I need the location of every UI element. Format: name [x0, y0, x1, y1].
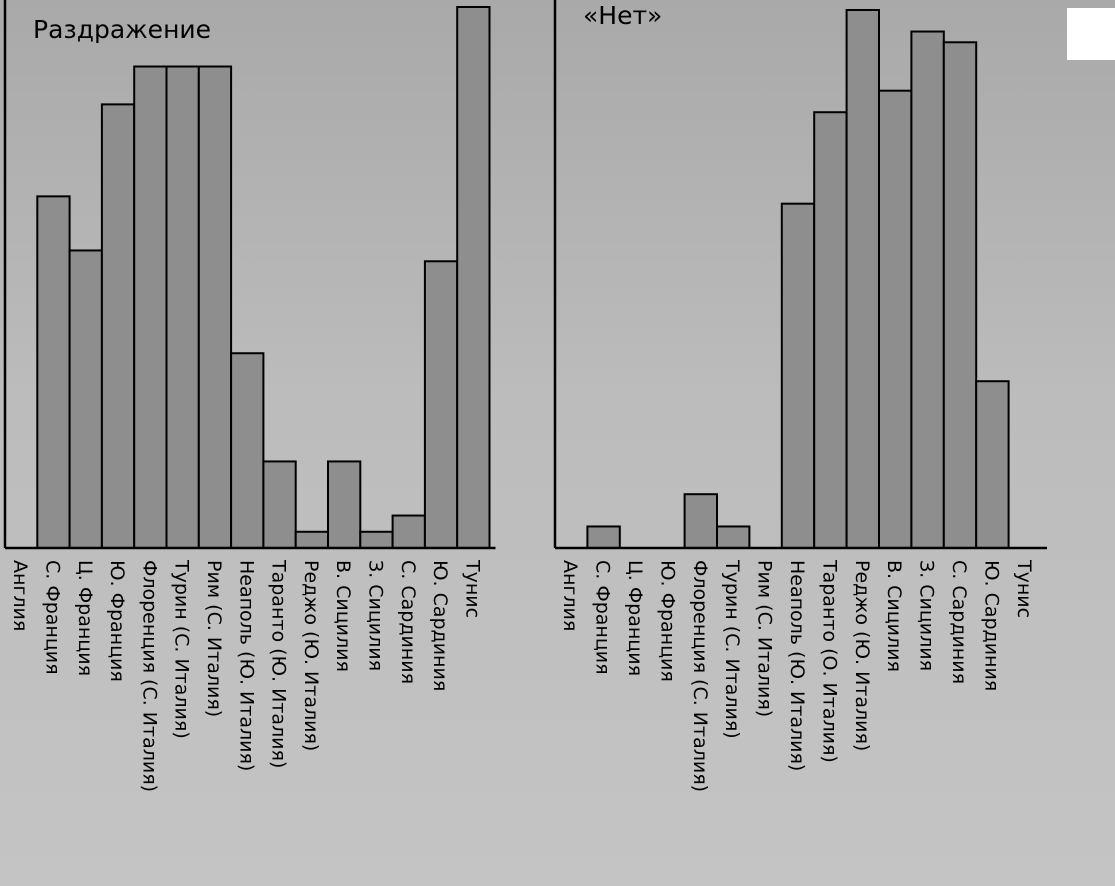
bar-11 — [359, 530, 394, 550]
chart-title: «Нет» — [583, 1, 662, 30]
tick-label-2: Ц. Франция — [74, 560, 96, 676]
tick-label-11: З. Сицилия — [916, 560, 938, 671]
tick-label-13: Ю. Сардиния — [980, 560, 1002, 691]
bar-3 — [100, 103, 136, 549]
tick-label-4: Флоренция (С. Италия) — [689, 560, 711, 792]
tick-label-7: Неаполь (Ю. Италия) — [235, 560, 257, 771]
bar-9 — [294, 530, 330, 550]
tick-label-11: З. Сицилия — [364, 560, 386, 671]
tick-labels-group: Англия С. Франция Ц. Франция Ю. Франция Флор… — [559, 559, 1035, 792]
tick-label-7: Неаполь (Ю. Италия) — [786, 560, 808, 771]
bar-9 — [845, 9, 880, 549]
tick-label-6: Рим (С. Италия) — [754, 560, 776, 717]
bar-7 — [780, 202, 816, 549]
bar-4 — [133, 65, 168, 549]
chart-irritation: Раздражение Англия С. Франция Ц. Франция Ю.… — [3, 0, 496, 792]
bar-5 — [716, 525, 751, 549]
tick-label-1: С. Франция — [592, 560, 614, 675]
bar-1 — [586, 525, 621, 549]
bar-13 — [975, 380, 1010, 549]
tick-label-0: Англия — [559, 560, 581, 631]
tick-label-9: Реджо (Ю. Италия) — [851, 560, 873, 751]
bar-8 — [813, 111, 848, 549]
tick-label-12: С. Сардиния — [397, 560, 419, 684]
tick-label-9: Реджо (Ю. Италия) — [300, 560, 322, 751]
bar-10 — [327, 460, 362, 549]
bar-14 — [456, 6, 491, 549]
tick-label-10: В. Сицилия — [883, 560, 905, 672]
bar-10 — [878, 89, 913, 549]
tick-label-8: Таранто (О. Италия) — [818, 559, 840, 763]
bar-13 — [423, 260, 459, 549]
tick-label-10: В. Сицилия — [332, 560, 354, 672]
bar-7 — [230, 352, 265, 549]
tick-label-4: Флоренция (С. Италия) — [138, 560, 160, 792]
bars-group — [586, 9, 1010, 550]
bars-group — [36, 6, 491, 550]
chart-no: «Нет» Англия С. Франция Ц. Франция Ю. Франц… — [553, 0, 1047, 792]
bar-4 — [683, 493, 718, 550]
blank-patch — [1067, 8, 1115, 60]
bar-6 — [197, 65, 233, 549]
tick-label-14: Тунис — [1013, 559, 1035, 618]
tick-label-1: С. Франция — [41, 560, 63, 675]
tick-label-13: Ю. Сардиния — [429, 560, 451, 691]
bar-12 — [942, 41, 978, 549]
tick-label-0: Англия — [9, 560, 31, 631]
tick-label-6: Рим (С. Италия) — [203, 560, 225, 717]
tick-label-8: Таранто (Ю. Италия) — [268, 559, 290, 768]
tick-label-3: Ю. Франция — [106, 560, 128, 682]
bar-11 — [910, 30, 945, 549]
tick-label-12: С. Сардиния — [948, 560, 970, 684]
tick-label-5: Турин (С. Италия) — [721, 559, 743, 739]
bar-5 — [165, 65, 200, 549]
bar-12 — [391, 514, 426, 549]
tick-label-14: Тунис — [461, 559, 483, 618]
tick-labels-group: Англия С. Франция Ц. Франция Ю. Франция Флор… — [9, 559, 483, 792]
chart-title: Раздражение — [33, 15, 211, 44]
tick-label-2: Ц. Франция — [624, 560, 646, 676]
bar-1 — [36, 195, 71, 549]
bar-2 — [68, 249, 103, 549]
tick-label-5: Турин (С. Италия) — [171, 559, 193, 739]
bar-8 — [262, 460, 297, 549]
tick-label-3: Ю. Франция — [656, 560, 678, 682]
